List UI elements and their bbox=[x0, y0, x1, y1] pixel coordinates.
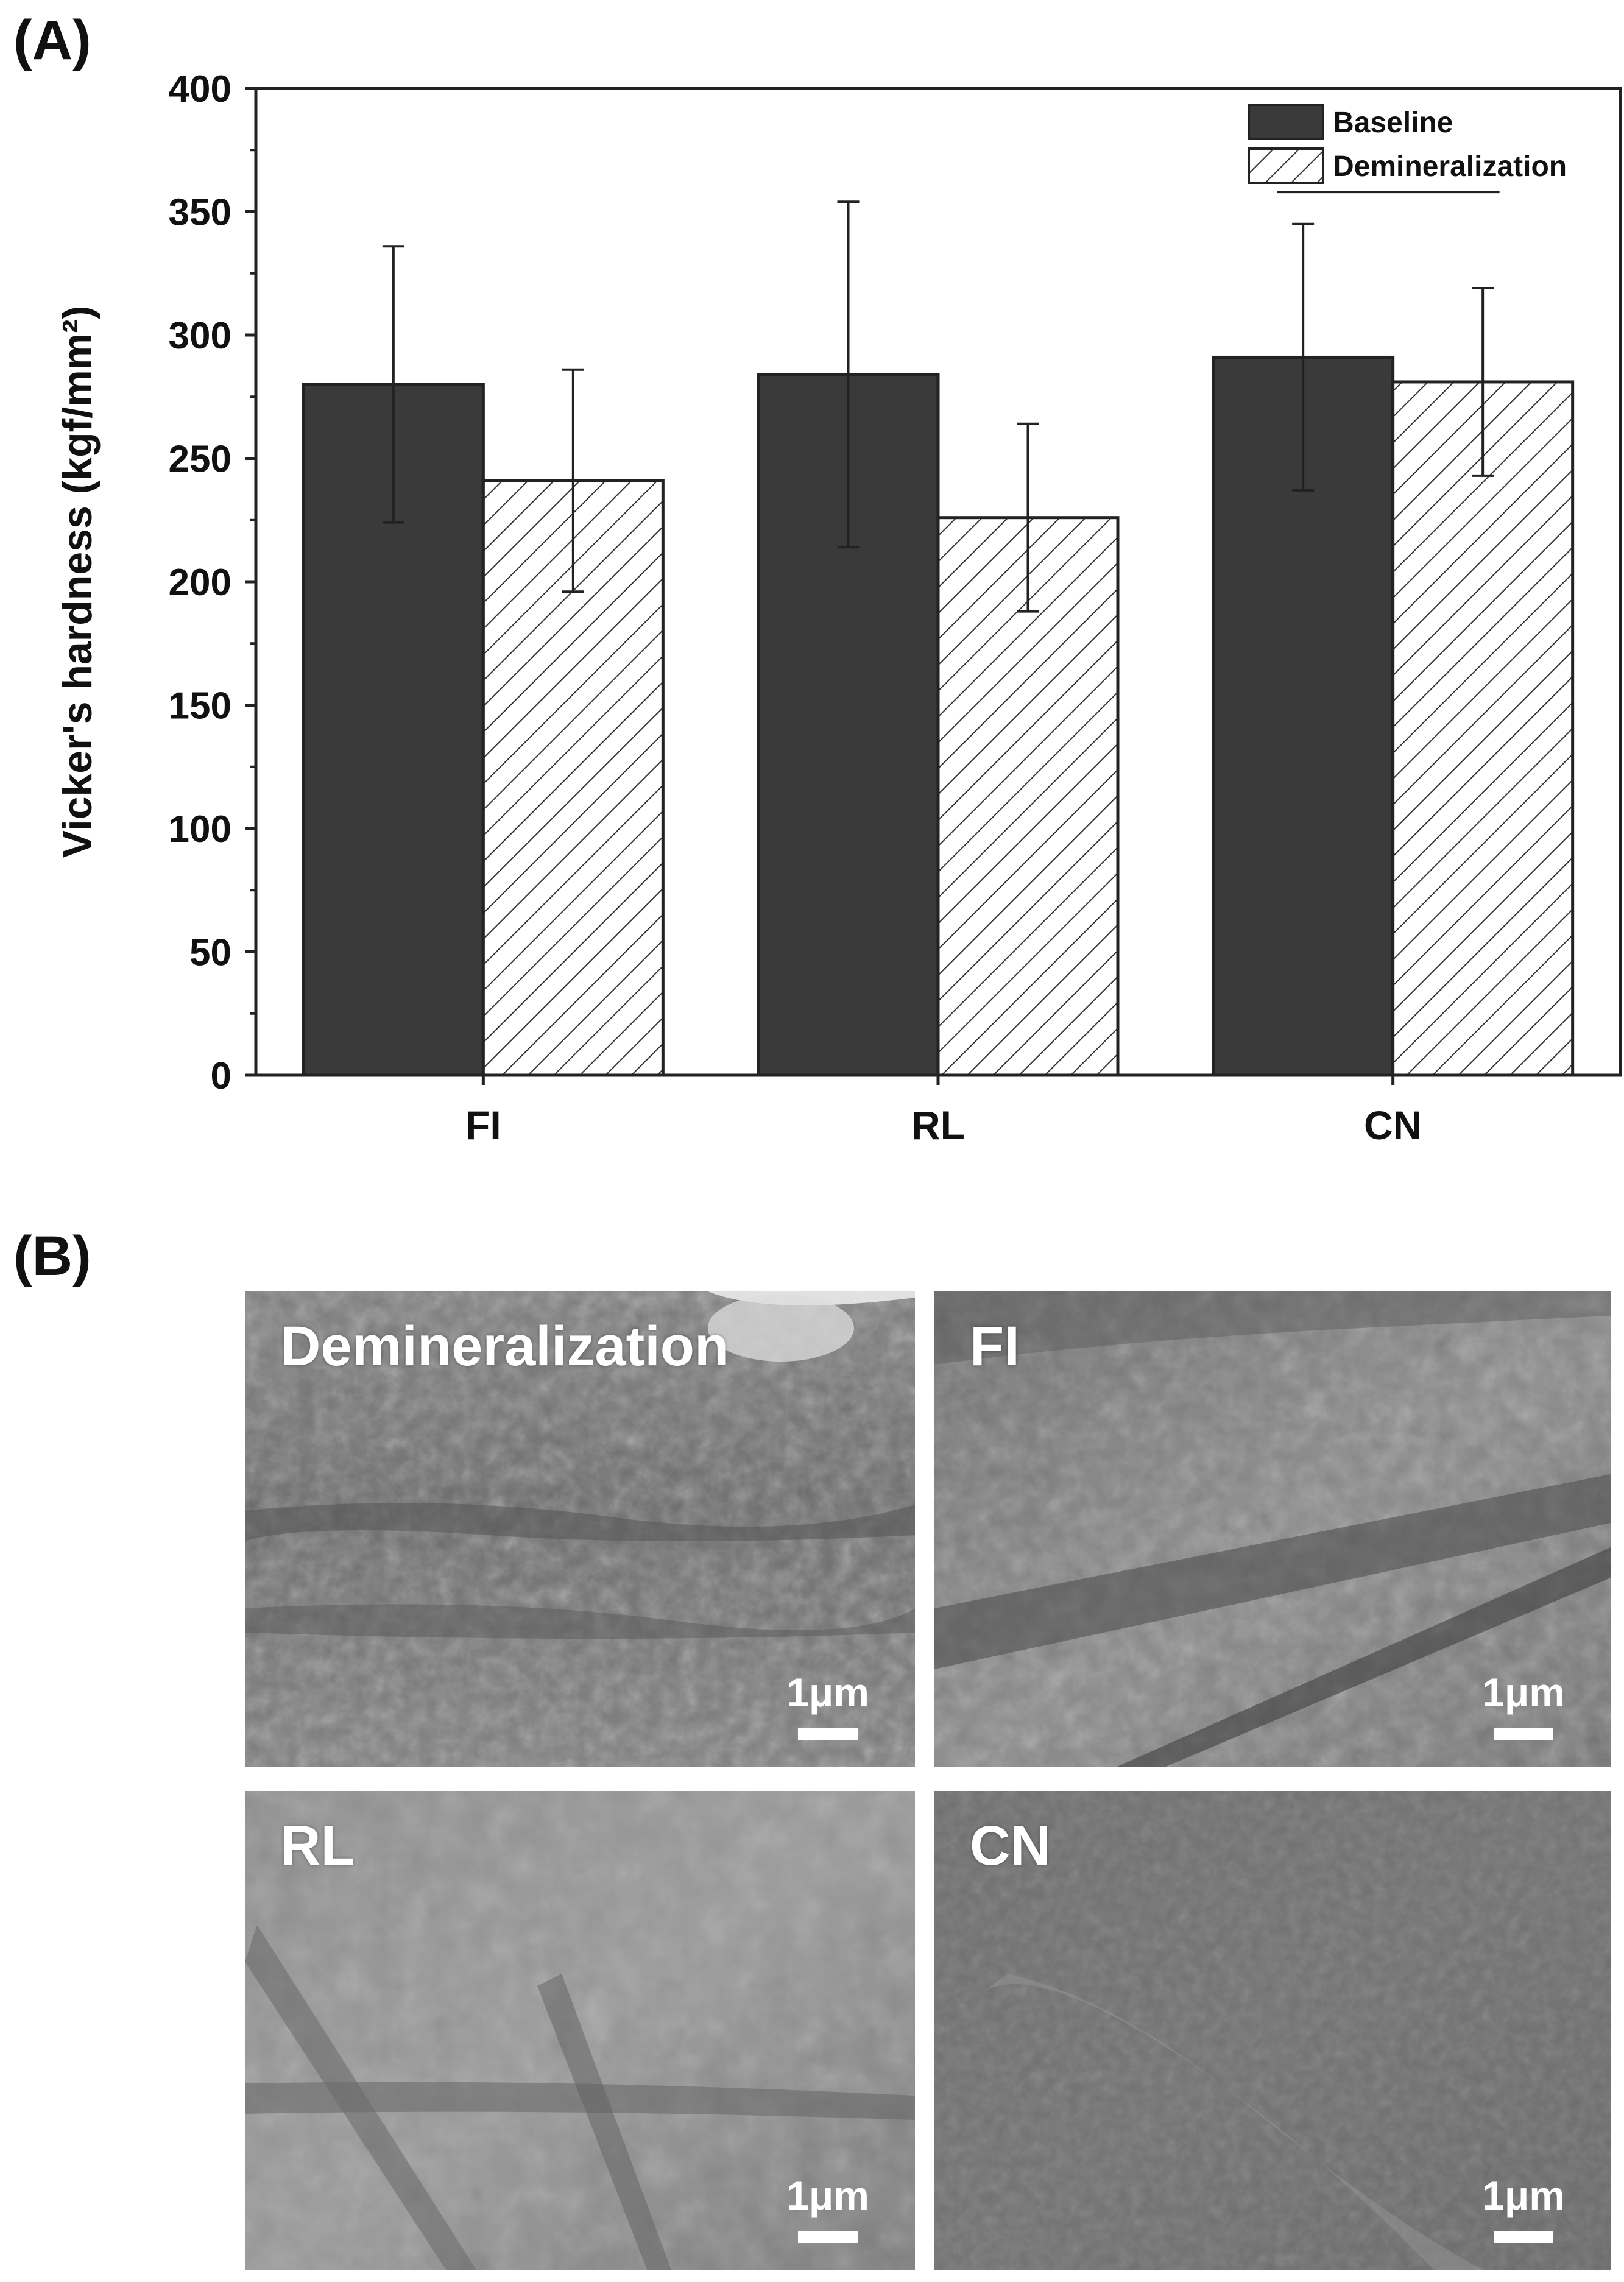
y-tick-label: 300 bbox=[169, 315, 231, 357]
sem-texture bbox=[245, 1291, 915, 1767]
scale-bar-label: 1μm bbox=[786, 1670, 869, 1715]
y-tick-label: 50 bbox=[189, 932, 231, 974]
panel-b-label: (B) bbox=[13, 1225, 91, 1287]
bar-chart: 0 50 100 150 200 250 300 350 400 Vicker's hardnes… bbox=[54, 68, 1622, 1148]
sem-label: RL bbox=[280, 1815, 355, 1877]
sem-label: Demineralization bbox=[280, 1315, 729, 1377]
y-tick-label: 150 bbox=[169, 685, 231, 727]
y-tick-label: 100 bbox=[169, 808, 231, 850]
panel-a-label: (A) bbox=[13, 9, 91, 71]
legend-label-baseline: Baseline bbox=[1333, 107, 1453, 139]
scale-bar-line bbox=[1494, 1728, 1553, 1740]
sem-label: FI bbox=[970, 1315, 1020, 1377]
scale-bar-label: 1μm bbox=[786, 2173, 869, 2218]
sem-texture bbox=[934, 1791, 1611, 2270]
scale-bar-line bbox=[798, 2231, 858, 2243]
y-tick-label: 400 bbox=[169, 68, 231, 110]
y-tick-label: 350 bbox=[169, 192, 231, 234]
x-tick-label: CN bbox=[1364, 1103, 1422, 1148]
y-tick-label: 200 bbox=[169, 562, 231, 604]
legend-swatch-baseline bbox=[1248, 104, 1324, 140]
sem-image-grid: Demineralization 1μm FI 1μm bbox=[0, 1206, 1624, 2282]
sem-texture bbox=[245, 1791, 915, 2270]
bar-demineralization-cn bbox=[1391, 380, 1575, 1077]
x-tick-label: RL bbox=[911, 1103, 965, 1148]
sem-image-demineralization: Demineralization 1μm bbox=[245, 1291, 915, 1767]
scale-bar: 1μm bbox=[1472, 1669, 1575, 1742]
sem-image-fi: FI 1μm bbox=[934, 1291, 1611, 1767]
y-tick-label: 0 bbox=[211, 1055, 231, 1097]
scale-bar: 1μm bbox=[776, 1669, 880, 1742]
scale-bar: 1μm bbox=[1472, 2172, 1575, 2245]
scale-bar-line bbox=[798, 1728, 858, 1740]
scale-bar-label: 1μm bbox=[1482, 1670, 1565, 1715]
bar-chart-panel: 0 50 100 150 200 250 300 350 400 Vicker's hardnes… bbox=[54, 68, 1622, 1148]
y-tick-label: 250 bbox=[169, 439, 231, 481]
legend-label-demineralization: Demineralization bbox=[1333, 150, 1567, 183]
legend-swatch-demineralization bbox=[1248, 147, 1324, 184]
scale-bar-line bbox=[1494, 2231, 1553, 2243]
scale-bar: 1μm bbox=[776, 2172, 880, 2245]
sem-label: CN bbox=[970, 1815, 1051, 1877]
sem-image-cn: CN 1μm bbox=[934, 1791, 1611, 2270]
scale-bar-label: 1μm bbox=[1482, 2173, 1565, 2218]
sem-texture bbox=[934, 1291, 1611, 1767]
y-axis-label: Vicker's hardness (kgf/mm²) bbox=[54, 306, 101, 858]
sem-image-rl: RL 1μm bbox=[245, 1791, 915, 2270]
x-tick-label: FI bbox=[465, 1103, 501, 1148]
